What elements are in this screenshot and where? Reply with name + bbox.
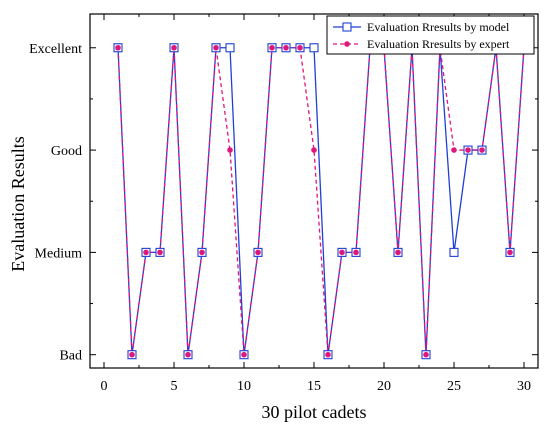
expert-data-point xyxy=(395,249,401,256)
y-tick-label: Good xyxy=(51,144,82,159)
expert-data-point xyxy=(423,351,429,358)
legend-marker-square xyxy=(342,22,352,32)
y-axis-label: Evaluation Results xyxy=(8,136,28,271)
series-lines xyxy=(113,43,529,360)
model-data-point xyxy=(309,43,319,53)
expert-data-point xyxy=(129,351,135,358)
x-tick-label: 0 xyxy=(101,379,108,394)
model-series-line xyxy=(117,47,525,355)
expert-data-point xyxy=(339,249,345,256)
x-tick-label: 15 xyxy=(307,379,321,394)
legend: Evaluation Rresults by model Evaluation R… xyxy=(326,15,535,55)
x-axis-label: 30 pilot cadets xyxy=(262,402,367,422)
y-tick-label: Excellent xyxy=(29,42,82,57)
legend-marker-circle xyxy=(344,41,350,47)
y-tick-label: Medium xyxy=(35,246,83,261)
expert-data-point xyxy=(213,44,219,51)
expert-data-point xyxy=(479,147,485,153)
y-tick-label: Bad xyxy=(59,349,82,364)
legend-label: Evaluation Rresults by expert xyxy=(367,37,510,51)
expert-data-point xyxy=(269,44,275,51)
expert-data-point xyxy=(325,351,331,358)
model-data-point xyxy=(449,247,459,257)
x-tick-label: 30 xyxy=(517,379,531,394)
expert-data-point xyxy=(255,249,261,256)
expert-data-point xyxy=(311,147,317,153)
expert-data-point xyxy=(171,44,177,51)
x-tick-label: 25 xyxy=(447,379,461,394)
expert-data-point xyxy=(199,249,205,256)
legend-label: Evaluation Rresults by model xyxy=(367,20,510,34)
expert-data-point xyxy=(185,351,191,358)
expert-data-point xyxy=(157,249,163,256)
model-data-point xyxy=(225,43,235,53)
expert-data-point xyxy=(353,249,359,256)
x-tick-label: 10 xyxy=(237,379,251,394)
expert-data-point xyxy=(143,249,149,256)
expert-data-point xyxy=(241,351,247,358)
expert-data-point xyxy=(465,147,471,153)
axes: 0 5 10 15 20 25 30 Bad Medium Good Excellent xyxy=(29,13,539,394)
x-tick-label: 5 xyxy=(171,379,178,394)
expert-data-point xyxy=(283,44,289,51)
expert-data-point xyxy=(451,147,457,153)
x-tick-label: 20 xyxy=(377,379,391,394)
legend-box xyxy=(326,15,535,55)
expert-data-point xyxy=(507,249,513,256)
plot-frame xyxy=(89,13,539,369)
expert-data-point xyxy=(297,44,303,51)
expert-data-point xyxy=(227,147,233,153)
expert-series-line xyxy=(117,47,525,355)
expert-data-point xyxy=(115,44,121,51)
